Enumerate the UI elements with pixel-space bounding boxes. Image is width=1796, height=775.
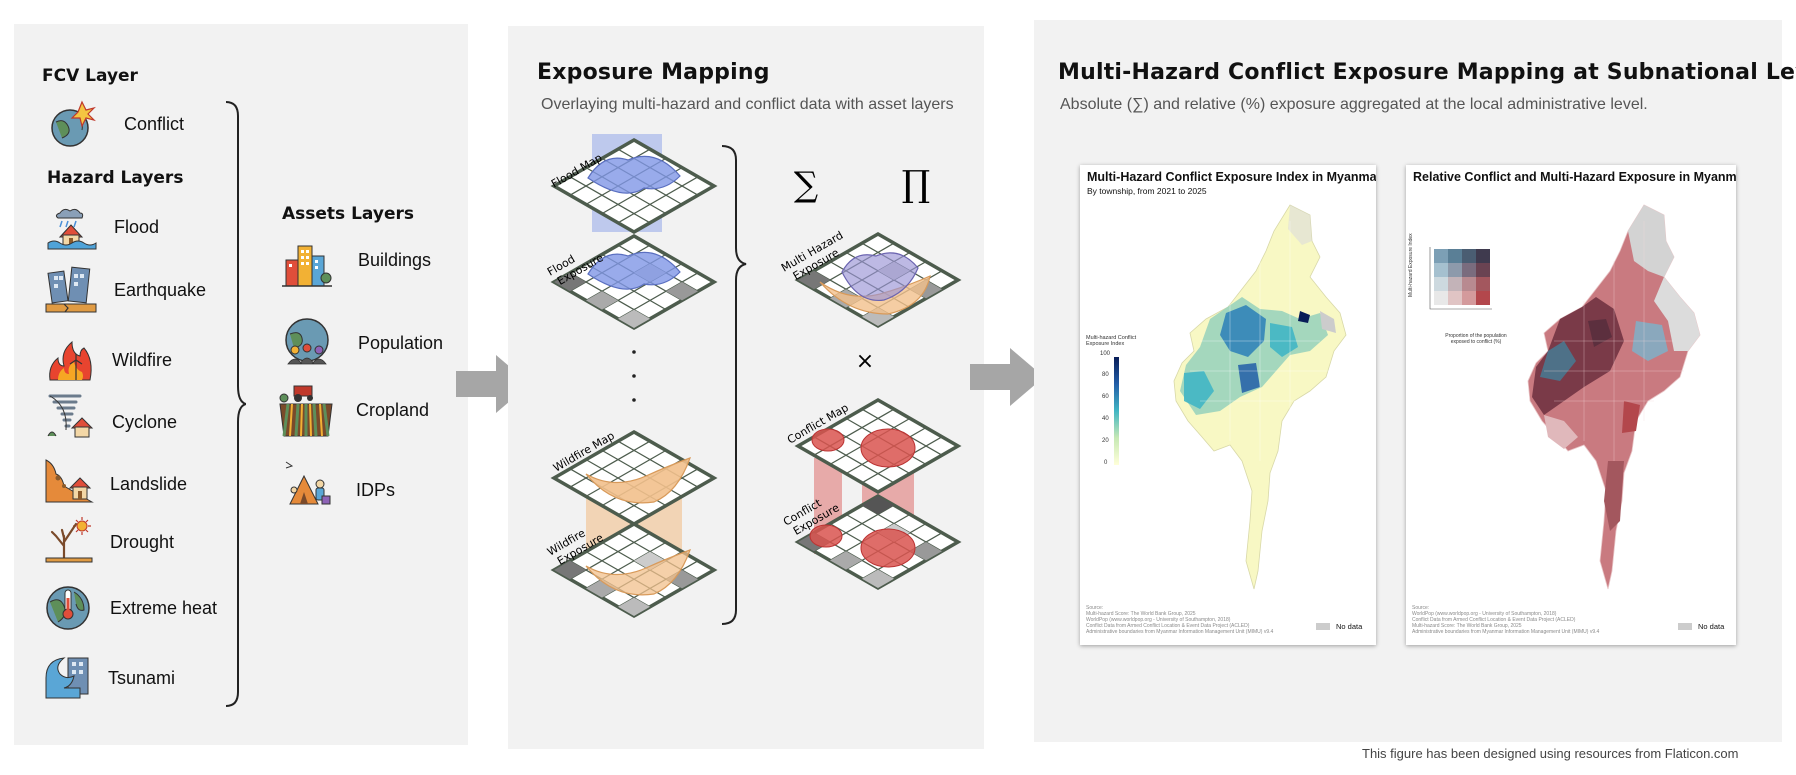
map1-color-legend [1114,357,1119,465]
map1-tick-60: 60 [1102,394,1109,400]
drought-icon [44,516,94,564]
earthquake-icon [45,264,97,313]
bivariate-y-label: Multi-hazard Exposure Index [1408,233,1414,297]
cyclone-label: Cyclone [112,412,178,432]
map1-legend-title: Multi-hazard Conflict Exposure Index [1086,335,1137,347]
map2-nodata-label: No data [1698,622,1725,631]
buildings-label: Buildings [358,250,432,270]
myanmar-exposure-index-map [1173,204,1347,590]
map2-nodata-swatch [1678,623,1692,630]
extreme-heat-icon [44,584,94,632]
exposure-mapping-title: Exposure Mapping [537,60,770,85]
wildfire-label: Wildfire [112,350,173,370]
hazard-group-brace [224,100,247,708]
fcv-layer-heading: FCV Layer [42,66,138,86]
map2-title: Relative Conflict and Multi-Hazard Expos… [1413,170,1736,184]
landslide-label: Landslide [110,474,188,494]
map1-tick-100: 100 [1100,351,1111,357]
cropland-icon [278,384,334,438]
exposure-index-map-card: Multi-Hazard Conflict Exposure Index in … [1080,165,1376,645]
map1-tick-0: 0 [1104,460,1108,466]
map1-title: Multi-Hazard Conflict Exposure Index in … [1087,170,1376,184]
bivariate-legend [1429,247,1492,310]
population-label: Population [358,333,444,353]
relative-exposure-map-card: Relative Conflict and Multi-Hazard Expos… [1406,165,1736,645]
tsunami-label: Tsunami [108,668,176,688]
product-operator: ∏ [902,164,931,205]
population-icon [282,318,332,366]
attribution-footer: This figure has been designed using reso… [1362,746,1739,761]
map1-subtitle: By township, from 2021 to 2025 [1087,186,1207,196]
map1-tick-20: 20 [1102,438,1109,444]
idps-icon [282,460,332,508]
map1-nodata-label: No data [1336,622,1363,631]
flood-label: Flood [114,217,160,237]
buildings-icon [282,242,332,290]
map1-tick-80: 80 [1102,372,1109,378]
bivariate-x-label: Proportion of the population exposed to … [1445,333,1507,345]
extreme-heat-label: Extreme heat [110,598,218,618]
map2-source-block: Source: WorldPop (www.worldpop.org - Uni… [1412,605,1600,635]
tsunami-icon [44,652,94,700]
cropland-label: Cropland [356,400,430,420]
exposure-mapping-panel [508,26,984,749]
hazard-layers-heading: Hazard Layers [47,168,184,188]
input-layers-panel [14,24,468,745]
results-title: Multi-Hazard Conflict Exposure Mapping a… [1058,60,1796,85]
cyclone-icon [46,392,96,440]
myanmar-relative-exposure-map [1527,204,1701,590]
map1-nodata-swatch [1316,623,1330,630]
layer-stack-diagram: Flood Map FloodExposure Wildfire Map Wil… [545,134,960,625]
assets-layers-heading: Assets Layers [282,204,414,224]
earthquake-label: Earthquake [114,280,207,300]
drought-label: Drought [110,532,175,552]
conflict-label: Conflict [124,114,185,134]
wildfire-icon [46,334,96,382]
map1-tick-40: 40 [1102,416,1109,422]
flow-arrow-2 [970,348,1044,406]
times-operator: × [856,349,874,374]
exposure-mapping-subtitle: Overlaying multi-hazard and conflict dat… [541,96,954,113]
idps-label: IDPs [356,480,396,500]
results-subtitle: Absolute (∑) and relative (%) exposure a… [1060,96,1648,113]
flood-icon [46,203,97,251]
sum-operator: ∑ [794,165,818,205]
landslide-icon [44,456,94,504]
map1-source-block: Source: Multi-hazard Score: The World Ba… [1086,605,1274,635]
conflict-icon [48,100,98,148]
